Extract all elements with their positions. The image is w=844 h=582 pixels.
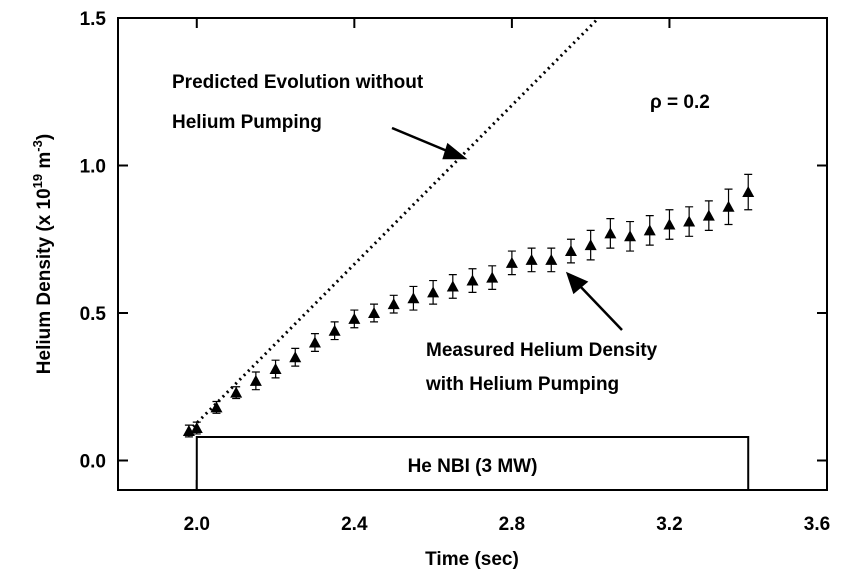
arrow-head [442,142,468,160]
y-tick-label: 0.0 [80,452,106,473]
y-tick-label: 1.5 [80,9,107,30]
arrow [391,126,453,155]
x-tick-label: 2.8 [499,514,525,535]
data-point [407,292,420,304]
nbi-box [195,436,750,491]
data-point [348,312,361,324]
data-point [230,386,243,398]
annotation: Helium Pumping [172,112,322,133]
y-label-sup: -3 [30,140,45,152]
data-point [427,286,440,298]
x-axis-label: Time (sec) [425,549,519,570]
y-label-part: ) [34,134,55,140]
data-point [190,422,203,434]
y-label-part: m [34,152,55,174]
data-point [466,274,479,286]
data-point [387,298,400,310]
data-point [742,186,755,198]
data-point [368,307,381,318]
data-point [210,401,223,413]
data-point [269,363,282,375]
data-point [604,227,617,239]
y-axis-label: Helium Density (x 1019 m-3) [30,134,55,374]
y-label-part: Helium Density (x 10 [34,188,55,374]
nbi-label: He NBI (3 MW) [408,456,538,477]
data-point [624,230,637,242]
data-point [702,209,715,221]
data-point [722,200,735,212]
data-point [643,224,656,236]
annotation: Predicted Evolution without [172,72,424,93]
predicted-line [187,16,600,433]
data-point [663,218,676,230]
data-point [683,215,696,227]
data-point [545,253,558,265]
data-point [486,271,499,283]
data-point [308,336,321,348]
data-point [289,351,302,363]
data-point [249,374,262,386]
x-tick-label: 2.4 [341,514,368,535]
data-point [505,256,518,268]
arrows [391,126,623,331]
data-point [564,245,577,257]
data-point [182,425,195,436]
data-point [328,324,341,336]
annotation: with Helium Pumping [425,374,619,395]
x-tick-label: 3.2 [656,514,682,535]
data-point [446,280,459,292]
annotation: ρ = 0.2 [650,92,710,113]
y-label-sup: 19 [30,174,45,188]
y-tick-label: 0.5 [80,304,107,325]
x-tick-label: 3.6 [804,514,830,535]
x-tick-label: 2.0 [184,514,210,535]
arrow [577,283,623,331]
annotation: Measured Helium Density [426,340,658,361]
data-point [525,253,538,265]
y-tick-label: 1.0 [80,157,106,178]
data-point [584,239,597,251]
arrow-head [565,271,589,295]
